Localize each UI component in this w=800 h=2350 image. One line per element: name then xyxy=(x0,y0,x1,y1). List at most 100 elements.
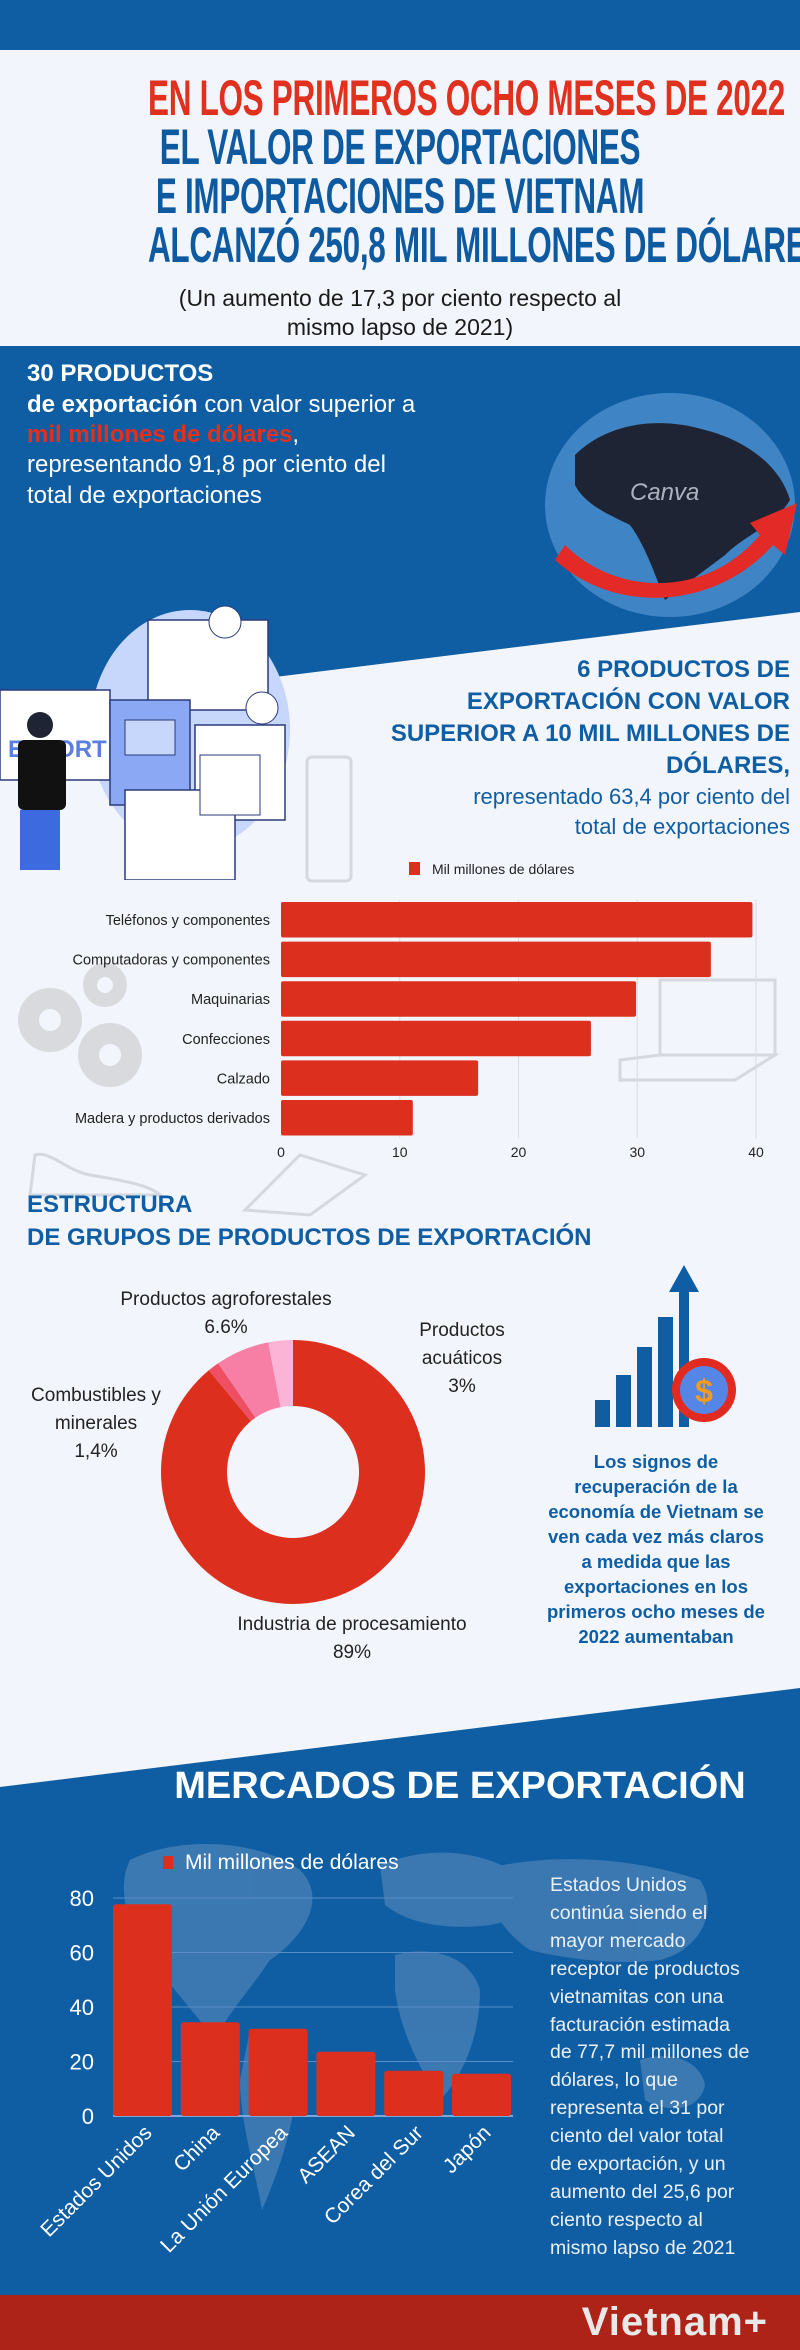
markets-heading: MERCADOS DE EXPORTACIÓN xyxy=(174,1765,746,1807)
intro-line-2: de exportación con valor superior a xyxy=(27,390,415,420)
top-products-heading-line: EXPORTACIÓN CON VALOR xyxy=(466,688,790,715)
intro-red-text: mil millones de dólares xyxy=(27,421,293,448)
recovery-text-line: Los signos de xyxy=(593,1451,719,1472)
title-line-4: ALCANZÓ 250,8 MIL MILLONES DE DÓLARES xyxy=(148,217,800,273)
slice-label: Industria de procesamiento xyxy=(237,1614,466,1635)
location-pin-icon xyxy=(245,691,279,725)
top-products-subtext-line: representado 63,4 por ciento del xyxy=(473,784,790,809)
slice-label: Combustibles y minerales xyxy=(31,1385,161,1434)
category-label: Confecciones xyxy=(182,1032,270,1048)
intro-line-2-rest: con valor superior a xyxy=(197,391,416,418)
x-tick-label: 10 xyxy=(392,1144,408,1160)
category-label: Maquinarias xyxy=(191,992,270,1008)
footer-band xyxy=(0,2295,800,2350)
intro-line-3: mil millones de dólares, xyxy=(27,420,299,450)
bar xyxy=(281,1020,591,1057)
y-tick-label: 40 xyxy=(70,1995,94,2020)
markets-note-line: dólares, lo que xyxy=(550,2069,678,2092)
markets-note-line: ciento respecto al xyxy=(550,2208,703,2231)
bar xyxy=(180,2022,240,2116)
recovery-text-line: economía de Vietnam se xyxy=(548,1501,764,1522)
legend-swatch xyxy=(163,1856,173,1869)
donut-slice xyxy=(208,1363,256,1422)
location-pin-icon xyxy=(208,605,242,639)
y-tick-label: 60 xyxy=(70,1941,94,1966)
top-products-heading-line: DÓLARES, xyxy=(665,752,790,779)
markets-note-line: de 77,7 mil millones de xyxy=(550,2041,750,2064)
intro-bold-text: de exportación xyxy=(27,391,198,418)
bar xyxy=(281,902,753,938)
donut-slice xyxy=(268,1340,293,1408)
slice-value-label: 89% xyxy=(333,1642,371,1663)
top-products-bar-chart: 0 10 20 30 40 Mil millones de dólares Teléfono… xyxy=(73,861,764,1160)
bar xyxy=(281,981,637,1017)
title-line-3: E IMPORTACIONES DE VIETNAM xyxy=(155,168,645,224)
recovery-text-line: recuperación de la xyxy=(574,1476,738,1497)
intro-line-4: representando 91,8 por ciento del xyxy=(27,451,386,478)
shoe-icon xyxy=(28,1152,164,1197)
top-banner xyxy=(0,0,800,50)
top-products-heading-line: SUPERIOR A 10 MIL MILLONES DE xyxy=(390,720,790,747)
donut-slice xyxy=(218,1342,281,1418)
recovery-text-line: 2022 aumentaban xyxy=(578,1626,734,1647)
bar xyxy=(248,2028,308,2116)
recovery-text-line: primeros ocho meses de xyxy=(547,1601,765,1622)
category-label: Japón xyxy=(439,2121,496,2178)
bar xyxy=(281,1060,479,1096)
title-line-2: EL VALOR DE EXPORTACIONES xyxy=(159,119,641,175)
bar xyxy=(316,2051,376,2116)
markets-note-line: Estados Unidos xyxy=(550,1874,687,1896)
x-tick-label: 30 xyxy=(629,1144,645,1160)
bar xyxy=(281,1100,413,1136)
intro-heading: 30 PRODUCTOS xyxy=(27,360,214,387)
category-label: La Unión Europea xyxy=(156,2121,292,2257)
slice-label: Productos acuáticos xyxy=(419,1320,505,1369)
gears-icon xyxy=(18,963,142,1087)
recovery-text-line: ven cada vez más claros xyxy=(548,1526,764,1547)
category-label: Estados Unidos xyxy=(36,2121,156,2241)
title-line-1: EN LOS PRIMEROS OCHO MESES DE 2022 xyxy=(148,70,785,126)
structure-heading-line-1: ESTRUCTURA xyxy=(27,1191,193,1218)
bar xyxy=(281,941,711,978)
y-tick-label: 0 xyxy=(82,2104,94,2129)
legend-label: Mil millones de dólares xyxy=(432,861,574,877)
vietnamplus-logo: Vietnam+ xyxy=(581,2300,768,2344)
category-label: Teléfonos y componentes xyxy=(106,913,270,929)
bar xyxy=(452,2073,511,2116)
x-tick-label: 40 xyxy=(748,1144,764,1160)
recovery-text-line: exportaciones en los xyxy=(563,1576,749,1597)
markets-note-line: ciento del valor total xyxy=(550,2125,724,2148)
x-tick-label: 0 xyxy=(277,1144,285,1160)
top-products-subtext-line: total de exportaciones xyxy=(574,814,790,839)
intro-line-5: total de exportaciones xyxy=(27,482,262,509)
slice-value-label: 3% xyxy=(448,1376,476,1397)
category-label: Computadoras y componentes xyxy=(73,953,270,969)
markets-note-line: continúa siendo el xyxy=(550,1901,708,1924)
category-label: China xyxy=(169,2121,224,2176)
wood-icon xyxy=(241,1153,369,1217)
bar xyxy=(384,2070,444,2116)
legend-swatch xyxy=(409,862,420,875)
markets-note-line: de exportación, y un xyxy=(550,2153,726,2175)
slice-value-label: 6.6% xyxy=(204,1317,247,1338)
category-label: ASEAN xyxy=(293,2121,360,2188)
globe-watermark: Canva xyxy=(630,479,699,506)
donut-slice xyxy=(160,1340,426,1604)
svg-text:$: $ xyxy=(695,1373,713,1409)
markets-note-line: mismo lapso de 2021 xyxy=(550,2236,736,2259)
markets-note-line: receptor de productos xyxy=(550,1957,740,1980)
subtitle-line-1: (Un aumento de 17,3 por ciento respecto … xyxy=(178,285,622,311)
markets-note-line: aumento del 25,6 por xyxy=(550,2180,735,2203)
export-markets-bar-chart: 0 20 40 60 80 Mil millones de dólares Estados … xyxy=(36,1851,513,2257)
markets-note-line: vietnamitas con una xyxy=(550,1985,724,2008)
category-label: Madera y productos derivados xyxy=(75,1111,270,1127)
category-label: Calzado xyxy=(217,1071,270,1087)
markets-note-line: representa el 31 por xyxy=(550,2097,725,2120)
x-tick-label: 20 xyxy=(511,1144,527,1160)
globe-illustration: Canva xyxy=(545,393,797,617)
laptop-icon xyxy=(618,978,781,1082)
bar xyxy=(113,1904,172,2116)
slice-label: Productos agroforestales xyxy=(120,1289,331,1310)
markets-note-line: facturación estimada xyxy=(550,2013,730,2036)
slice-value-label: 1,4% xyxy=(74,1441,117,1462)
